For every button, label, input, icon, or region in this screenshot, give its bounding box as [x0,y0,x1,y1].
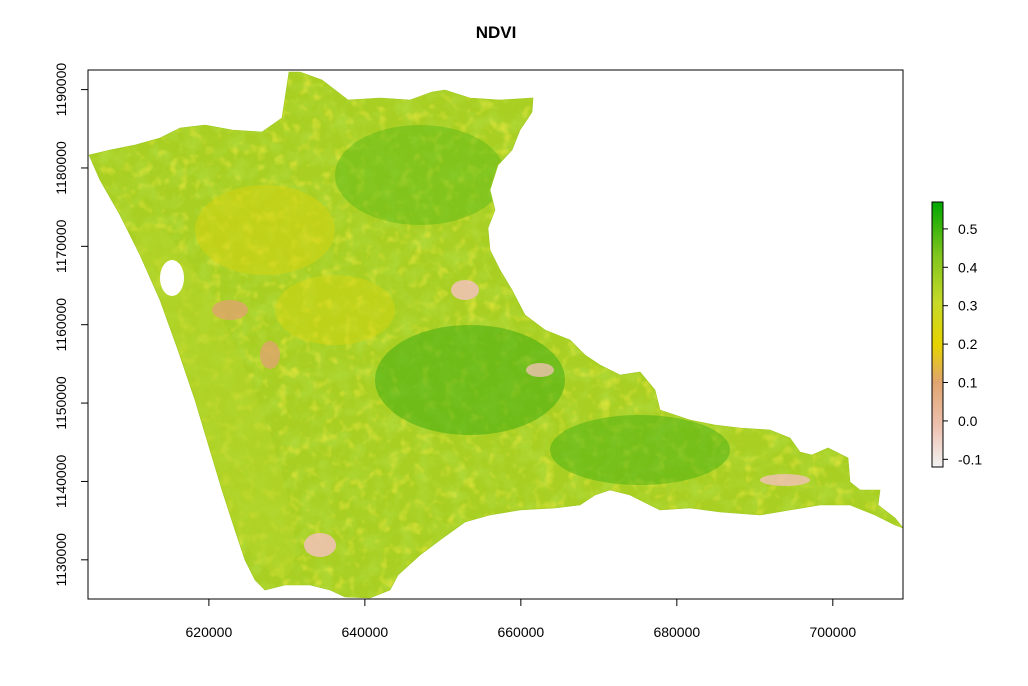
x-tick-label: 700000 [809,624,856,640]
ndvi-raster [89,72,903,598]
legend-tick-label: 0.0 [958,413,978,429]
region-outline [88,71,904,599]
lagoon [160,260,184,296]
legend-tick-label: 0.4 [958,259,978,275]
y-tick-label: 1180000 [53,141,69,195]
x-tick-label: 640000 [342,624,389,640]
y-tick-label: 1150000 [53,376,69,430]
map-title: NDVI [476,23,517,42]
legend-ticks: -0.1 0.0 0.1 0.2 0.3 0.4 0.5 [943,221,982,467]
legend-tick-label: 0.5 [958,221,978,237]
dense-green-north [335,125,505,225]
bare-patch-3 [451,280,479,300]
yellow-patch-north [195,185,335,275]
legend-colorbar-fill [931,201,944,468]
y-tick-label: 1170000 [53,219,69,273]
yellow-patch-center [275,275,395,345]
bare-patch-1 [212,300,248,320]
legend-tick-label: 0.1 [958,375,978,391]
bare-patch-6 [526,363,554,377]
legend-colorbar: -0.1 0.0 0.1 0.2 0.3 0.4 0.5 [931,201,982,468]
dense-green-east [550,415,730,485]
x-tick-label: 620000 [186,624,233,640]
y-tick-label: 1140000 [53,455,69,509]
dense-green-core [375,325,565,435]
y-tick-label: 1130000 [53,533,69,587]
y-tick-label: 1160000 [53,298,69,352]
x-axis: 620000 640000 660000 680000 700000 [186,598,856,640]
x-tick-label: 680000 [653,624,700,640]
bare-patch-2 [260,341,280,369]
legend-tick-label: -0.1 [958,451,982,467]
legend-tick-label: 0.3 [958,298,978,314]
y-axis: 1130000 1140000 1150000 1160000 1170000 11800… [53,63,88,587]
bare-patch-5 [760,474,810,486]
coastal-strip [134,223,296,577]
bare-patch-4 [304,533,336,557]
legend-tick-label: 0.2 [958,336,978,352]
y-tick-label: 1190000 [53,63,69,117]
x-tick-label: 660000 [497,624,544,640]
